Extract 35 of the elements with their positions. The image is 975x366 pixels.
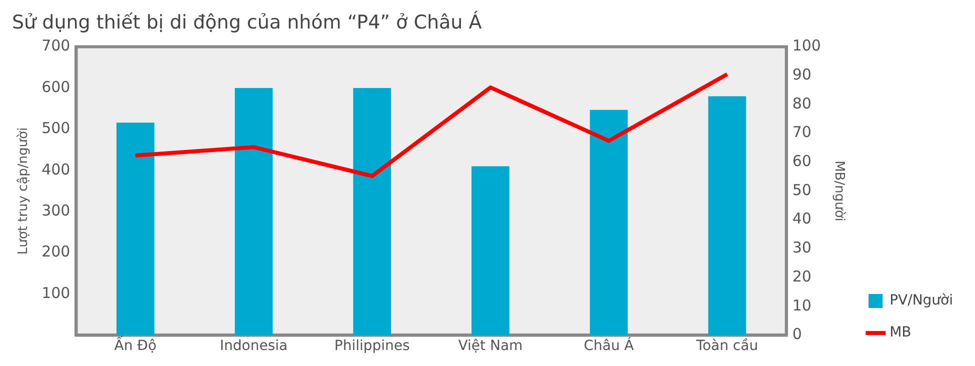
bar <box>116 122 154 336</box>
y2-tick-label: 50 <box>792 180 812 199</box>
y-axis-title: Lượt truy cập/người <box>16 127 32 255</box>
y-tick-label: 400 <box>42 160 70 178</box>
y-tick-label: 500 <box>42 119 70 138</box>
bar <box>590 110 628 336</box>
bar <box>708 96 746 336</box>
x-tick-label: Việt Nam <box>458 338 523 354</box>
y2-tick-label: 60 <box>792 152 812 170</box>
y-tick-label: 200 <box>42 242 70 261</box>
y2-tick-label: 40 <box>792 210 812 228</box>
y-tick-label: 300 <box>42 201 70 220</box>
y2-tick-label: 20 <box>792 267 812 286</box>
x-tick-label: Indonesia <box>220 338 288 354</box>
y2-axis-title: MB/người <box>831 160 846 222</box>
y2-tick-label: 100 <box>792 36 821 55</box>
y2-tick-label: 0 <box>792 325 802 344</box>
bar <box>234 88 273 336</box>
x-tick-label: Philippines <box>334 338 410 354</box>
y2-tick-label: 80 <box>792 94 812 112</box>
x-tick-label: Châu Á <box>584 337 634 354</box>
y-tick-label: 600 <box>42 78 70 96</box>
y2-tick-label: 70 <box>792 123 812 142</box>
chart-title: Sử dụng thiết bị di động của nhóm “P4” ở Châu Á <box>12 10 482 34</box>
y-tick-label: 700 <box>42 36 70 55</box>
legend-label: MB <box>890 324 912 341</box>
y2-tick-label: 90 <box>792 66 812 84</box>
bar <box>472 166 510 336</box>
x-tick-label: Ấn Độ <box>114 335 157 354</box>
y-tick-label: 100 <box>42 284 70 302</box>
legend-label: PV/Người <box>890 292 954 309</box>
x-tick-label: Toàn cầu <box>695 338 758 354</box>
y2-tick-label: 10 <box>792 296 812 314</box>
bar <box>353 88 392 336</box>
y2-tick-label: 30 <box>792 238 812 257</box>
